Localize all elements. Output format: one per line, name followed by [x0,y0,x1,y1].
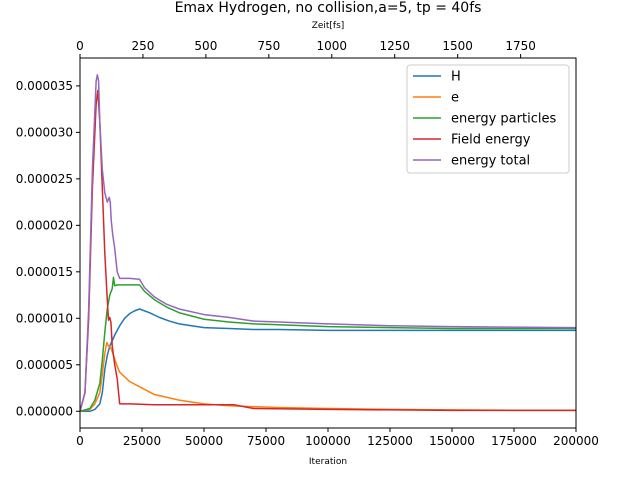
top-tick-label: 1000 [317,39,348,53]
top-tick-label: 0 [76,39,84,53]
top-tick-label: 1500 [442,39,473,53]
plot-area [80,73,576,413]
x-tick-label: 100000 [305,434,351,448]
series-line-field-energy [80,89,576,412]
legend: He energy particles Field energy energy tot… [406,64,570,174]
y-tick-label: 0.000015 [16,265,73,279]
axes: 0 25000 50000 75000 100000 125000 150000 175000… [16,39,599,448]
x-tick-label: 0 [76,434,84,448]
x-tick-label: 50000 [185,434,223,448]
y-tick-label: 0.000005 [16,358,73,372]
y-tick-label: 0.000010 [16,311,73,325]
series-line-energy-total [80,73,576,412]
legend-entry-label: energy particles [451,112,556,127]
legend-box [406,64,570,174]
top-axis-label: Zeit[fs] [312,21,345,31]
x-tick-label: 175000 [491,434,537,448]
legend-entry-label: Field energy [451,133,531,148]
top-tick-label: 250 [131,39,154,53]
y-tick-label: 0.000035 [16,79,73,93]
y-tick-label: 0.000030 [16,125,73,139]
series-line-h [80,308,576,413]
legend-entry-label: e [451,91,459,106]
y-tick-label: 0.000020 [16,218,73,232]
y-tick-label: 0.000025 [16,172,73,186]
y-tick-label: 0.000000 [16,404,73,418]
series-line-energy-particles [80,276,576,412]
legend-entry-label: energy total [451,154,530,169]
top-tick-label: 1750 [505,39,536,53]
x-tick-label: 125000 [367,434,413,448]
x-tick-label: 200000 [553,434,599,448]
top-tick-label: 500 [194,39,217,53]
top-tick-label: 750 [257,39,280,53]
x-tick-label: 150000 [429,434,475,448]
series-line-e [80,341,576,413]
x-tick-label: 25000 [123,434,161,448]
top-tick-label: 1250 [379,39,410,53]
legend-entry-label: H [451,70,461,85]
x-axis-label: Iteration [309,457,347,467]
chart-title: Emax Hydrogen, no collision,a=5, tp = 40… [175,0,482,16]
x-tick-label: 75000 [247,434,285,448]
